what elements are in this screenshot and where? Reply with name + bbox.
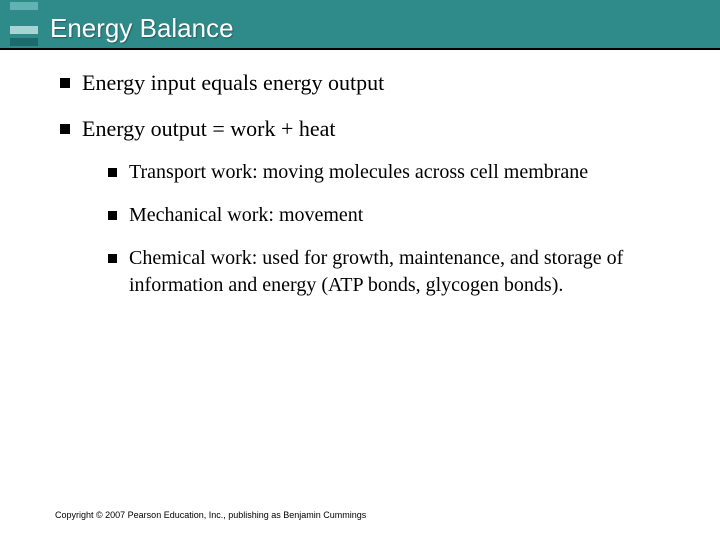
- logo-bar-2: [10, 14, 38, 22]
- bullet-text: Chemical work: used for growth, maintena…: [129, 245, 680, 299]
- square-bullet-icon: [108, 211, 117, 220]
- bullet-text: Energy output = work + heat: [82, 114, 336, 144]
- slide-content: Energy input equals energy output Energy…: [0, 50, 720, 299]
- bullet-level1: Energy input equals energy output: [60, 68, 680, 98]
- bullet-text: Transport work: moving molecules across …: [129, 159, 588, 186]
- bullet-level1: Energy output = work + heat: [60, 114, 680, 144]
- square-bullet-icon: [60, 124, 70, 134]
- slide-title: Energy Balance: [50, 13, 234, 48]
- square-bullet-icon: [60, 78, 70, 88]
- square-bullet-icon: [108, 168, 117, 177]
- logo-bar-1: [10, 2, 38, 10]
- bullet-text: Mechanical work: movement: [129, 202, 363, 229]
- copyright-footer: Copyright © 2007 Pearson Education, Inc.…: [55, 510, 366, 520]
- bullet-level2: Transport work: moving molecules across …: [108, 159, 680, 186]
- slide-header: Energy Balance: [0, 0, 720, 48]
- bullet-text: Energy input equals energy output: [82, 68, 384, 98]
- bullet-level2: Chemical work: used for growth, maintena…: [108, 245, 680, 299]
- logo-bars: [10, 2, 38, 46]
- logo-bar-4: [10, 38, 38, 46]
- bullet-level2: Mechanical work: movement: [108, 202, 680, 229]
- square-bullet-icon: [108, 254, 117, 263]
- logo-bar-3: [10, 26, 38, 34]
